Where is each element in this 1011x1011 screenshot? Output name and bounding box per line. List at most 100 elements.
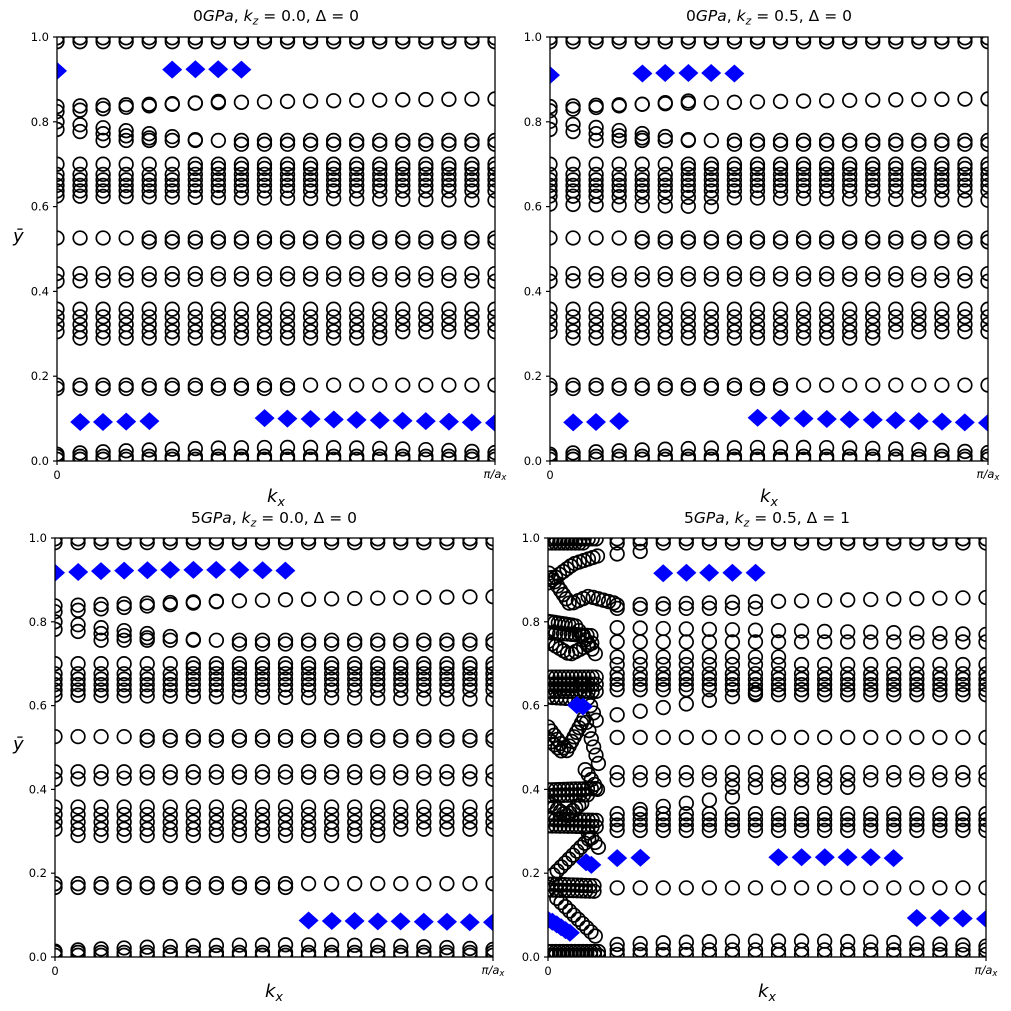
wannier-center-circle [372, 191, 388, 207]
wannier-center-circle [978, 687, 986, 703]
wannier-center-circle [349, 172, 365, 188]
wannier-center-circle [611, 172, 627, 188]
wannier-center-circle [162, 628, 178, 645]
wannier-center-circle [210, 330, 227, 346]
wannier-center-circle [932, 538, 948, 547]
wannier-center-circle [347, 728, 363, 745]
wannier-center-circle [139, 806, 155, 823]
wannier-center-circle [840, 624, 856, 640]
wannier-center-circle [116, 688, 132, 704]
wannier-center-circle [462, 538, 478, 551]
wannier-center-circle [162, 596, 178, 613]
wannier-center-circle [611, 98, 627, 114]
wannier-center-circle [162, 677, 178, 693]
wannier-center-circle [678, 806, 694, 822]
wannier-center-circle [655, 764, 671, 781]
diamond-marker [747, 408, 768, 427]
wannier-center-circle [747, 817, 764, 833]
wannier-center-circle [323, 538, 340, 547]
wannier-center-circle [187, 37, 203, 46]
wannier-center-circle [565, 330, 581, 346]
wannier-center-circle [302, 156, 319, 172]
wannier-center-circle [210, 324, 227, 340]
wannier-center-circle [441, 309, 457, 325]
wannier-center-circle [95, 309, 111, 325]
wannier-center-circle [279, 37, 296, 46]
wannier-center-circle [139, 656, 155, 672]
wannier-center-circle [141, 324, 157, 340]
diamond-marker [183, 560, 204, 579]
wannier-center-circle [793, 687, 810, 703]
wannier-center-circle [816, 779, 833, 795]
wannier-center-circle [279, 309, 296, 325]
wannier-center-circle [934, 301, 950, 317]
wannier-center-circle [886, 729, 902, 746]
wannier-center-circle [749, 230, 766, 246]
wannier-center-circle [609, 656, 625, 673]
wannier-center-circle [957, 301, 973, 317]
wannier-center-circle [795, 330, 812, 346]
wannier-center-circle [955, 946, 971, 957]
wannier-center-circle [978, 806, 986, 822]
wannier-center-circle [487, 309, 495, 325]
wannier-center-circle [657, 265, 673, 282]
wannier-center-circle [323, 947, 340, 957]
wannier-center-circle [932, 590, 948, 606]
wannier-center-circle [279, 439, 296, 456]
wannier-center-circle [978, 822, 986, 839]
wannier-center-circle [888, 172, 904, 188]
wannier-center-circle [279, 234, 296, 250]
wannier-center-circle [462, 538, 478, 547]
wannier-center-circle [701, 692, 718, 708]
wannier-center-circle [462, 682, 478, 698]
wannier-center-circle [349, 191, 365, 207]
wannier-center-circle [701, 649, 718, 665]
wannier-center-circle [818, 156, 835, 172]
wannier-center-circle [795, 172, 812, 188]
diamond-marker [275, 561, 296, 580]
wannier-center-circle [840, 772, 856, 788]
wannier-center-circle [581, 722, 597, 739]
wannier-center-circle [934, 234, 950, 250]
wannier-center-circle [680, 330, 696, 346]
diamond-marker [344, 911, 365, 930]
wannier-center-circle [162, 671, 178, 687]
wannier-center-circle [279, 377, 296, 393]
wannier-center-circle [842, 132, 858, 149]
wannier-center-circle [957, 451, 973, 461]
wannier-center-circle [70, 947, 86, 957]
wannier-center-circle [395, 301, 411, 317]
wannier-center-circle [978, 677, 986, 693]
wannier-center-circle [162, 821, 178, 837]
wannier-center-circle [441, 192, 457, 208]
wannier-center-circle [254, 879, 271, 896]
wannier-center-circle [256, 271, 273, 287]
wannier-center-circle [632, 811, 648, 828]
wannier-center-circle [370, 682, 386, 698]
wannier-center-circle [464, 166, 480, 183]
wannier-center-circle [703, 380, 720, 397]
wannier-center-circle [208, 764, 225, 780]
wannier-center-circle [485, 632, 493, 648]
wannier-center-circle [978, 634, 986, 650]
wannier-center-circle [703, 265, 720, 282]
wannier-center-circle [277, 728, 294, 745]
wannier-center-circle [978, 946, 986, 957]
wannier-center-circle [487, 172, 495, 188]
wannier-center-circle [888, 191, 904, 207]
wannier-center-circle [980, 377, 988, 393]
wannier-center-circle [277, 769, 294, 785]
wannier-center-circle [863, 772, 879, 788]
wannier-center-circle [703, 440, 720, 456]
wannier-center-circle [957, 443, 973, 460]
wannier-center-circle [279, 93, 296, 110]
wannier-center-circle [118, 330, 134, 346]
wannier-center-circle [565, 177, 581, 194]
wannier-center-circle [139, 827, 155, 844]
wannier-center-circle [300, 876, 317, 892]
wannier-center-circle [302, 37, 319, 50]
wannier-center-circle [886, 880, 902, 896]
wannier-center-circle [747, 649, 764, 665]
diamond-marker [722, 563, 743, 582]
wannier-center-circle [957, 132, 973, 149]
